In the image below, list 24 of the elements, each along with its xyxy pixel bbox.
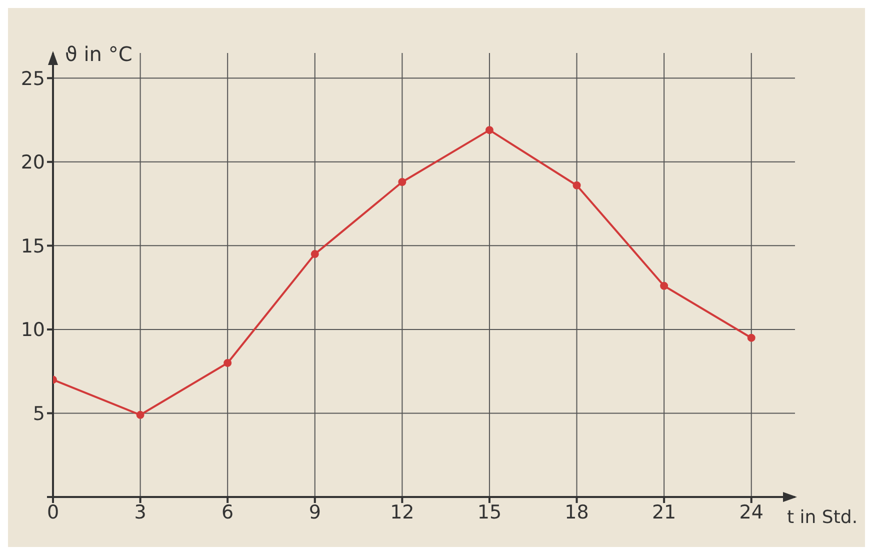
x-tick-label: 6 (222, 501, 234, 524)
y-tick-label: 15 (20, 235, 45, 258)
point (485, 126, 494, 134)
x-tick-label: 24 (739, 501, 764, 524)
point (747, 334, 756, 342)
x-tick-label: 0 (46, 501, 60, 524)
x-tick-label: 21 (652, 501, 676, 524)
x-axis-title: t in Std. (787, 507, 858, 528)
x-tick-label: 15 (477, 501, 502, 524)
x-tick-label: 12 (390, 501, 414, 524)
y-tick-label: 20 (20, 152, 45, 174)
point (224, 358, 232, 367)
point (660, 282, 668, 290)
y-axis-title: ϑ in °C (65, 42, 132, 66)
x-tick-label: 3 (134, 501, 146, 524)
x-tick-label: 18 (564, 501, 589, 524)
y-tick-label: 25 (20, 68, 45, 90)
x-tick-label: 9 (308, 501, 321, 524)
point (310, 250, 319, 258)
point (572, 181, 581, 190)
point (398, 178, 406, 186)
y-tick-label: 5 (32, 402, 45, 425)
point (136, 410, 144, 419)
y-tick-label: 10 (20, 319, 45, 342)
